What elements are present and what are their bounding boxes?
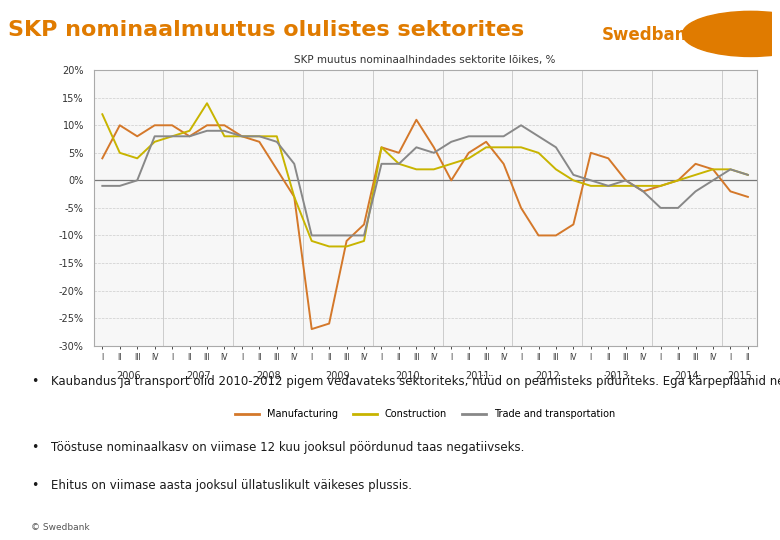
Circle shape (682, 11, 780, 57)
Text: 2014: 2014 (675, 370, 699, 381)
Title: SKP muutus nominaalhindades sektorite lõikes, %: SKP muutus nominaalhindades sektorite lõ… (294, 55, 556, 65)
Text: •: • (31, 480, 38, 492)
Text: 2010: 2010 (395, 370, 420, 381)
Text: •: • (31, 441, 38, 454)
Text: © Swedbank: © Swedbank (31, 523, 90, 532)
Text: •: • (31, 375, 38, 388)
Text: Kaubandus ja transport olid 2010-2012 pigem vedavateks sektoriteks, nüüd on peam: Kaubandus ja transport olid 2010-2012 pi… (51, 375, 780, 388)
Text: SKP nominaalmuutus olulistes sektorites: SKP nominaalmuutus olulistes sektorites (8, 19, 524, 40)
Text: 2013: 2013 (604, 370, 629, 381)
Text: 2015: 2015 (727, 370, 751, 381)
Text: Swedbank: Swedbank (602, 26, 698, 44)
Text: 2012: 2012 (535, 370, 559, 381)
Text: 2008: 2008 (256, 370, 280, 381)
Text: 2009: 2009 (325, 370, 350, 381)
Text: 2006: 2006 (116, 370, 141, 381)
Text: Tööstuse nominaalkasv on viimase 12 kuu jooksul pöördunud taas negatiivseks.: Tööstuse nominaalkasv on viimase 12 kuu … (51, 441, 524, 454)
Legend: Manufacturing, Construction, Trade and transportation: Manufacturing, Construction, Trade and t… (231, 406, 619, 423)
Text: 2011: 2011 (465, 370, 490, 381)
Text: 2007: 2007 (186, 370, 211, 381)
Text: Ehitus on viimase aasta jooksul üllatuslikult väikeses plussis.: Ehitus on viimase aasta jooksul üllatusl… (51, 480, 412, 492)
